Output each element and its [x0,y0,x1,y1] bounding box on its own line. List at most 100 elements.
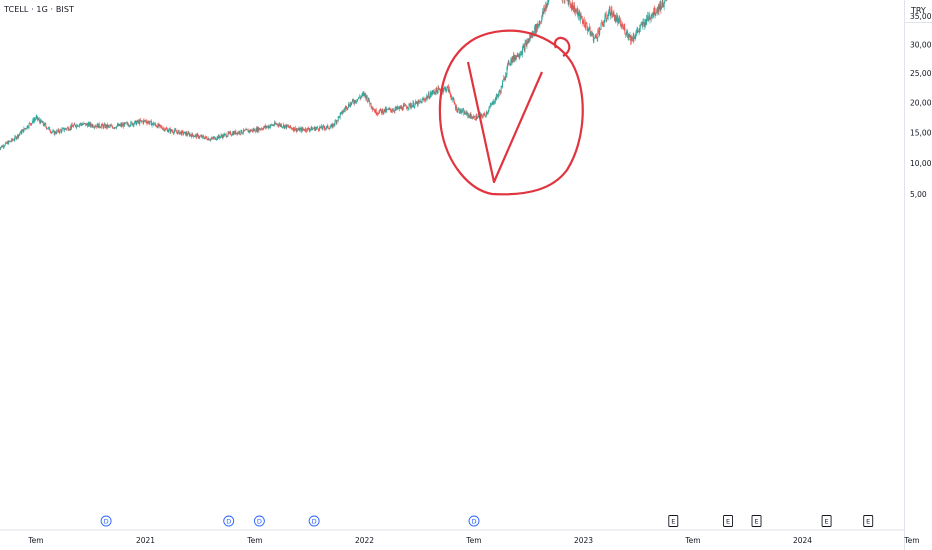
candle-body [600,22,602,30]
candle-body [232,132,234,135]
candle-body [347,107,349,109]
candle-body [397,106,398,109]
candle-body [339,113,341,118]
candle-body [654,7,655,15]
candle-body [663,4,664,8]
candle-body [607,18,608,20]
earnings-marker[interactable] [751,515,762,527]
candle-body [250,130,252,132]
candle-body [83,123,85,124]
candle-body [222,134,224,138]
candle-body [120,124,121,126]
candle-body [259,129,261,130]
candle-body [263,127,264,130]
candle-body [540,21,542,23]
candle-body [102,125,104,128]
candle-body [433,91,435,93]
candle-body [421,99,423,104]
candle-body [96,125,98,128]
candle-body [310,128,311,130]
event-marker-label: E [671,517,675,525]
price-axis-divider [904,0,905,550]
candle-body [109,125,111,127]
candle-body [450,94,452,98]
candle-body [171,130,173,132]
candle-body [16,134,18,138]
candle-body [460,108,462,114]
currency-label[interactable]: TRY [911,6,926,15]
candle-body [547,0,549,5]
candle-body [568,0,570,5]
earnings-marker[interactable] [668,515,679,527]
candle-body [462,110,463,112]
candle-body [502,81,503,88]
candle-body [253,129,255,131]
candle-body [398,106,400,109]
dividend-marker[interactable] [468,515,480,527]
candle-body [578,12,580,13]
candle-body [35,118,36,120]
candle-body [73,123,75,126]
candle-body [68,129,70,131]
candle-body [132,123,134,126]
candle-body [468,114,470,116]
dividend-marker[interactable] [308,515,320,527]
dividend-marker[interactable] [223,515,235,527]
candle-body [357,98,359,100]
candle-body [575,9,577,11]
candle-body [199,136,201,138]
candle-body [101,123,103,126]
candle-body [58,129,60,132]
candle-body [210,138,212,140]
candle-body [293,127,295,131]
candle-body [225,134,226,135]
candle-body [85,123,87,126]
earnings-marker[interactable] [821,515,832,527]
candle-body [391,110,393,112]
candle-body [644,19,646,27]
candle-body [5,142,7,144]
candle-body [437,87,439,94]
candle-body [98,123,100,128]
candle-body [49,130,51,132]
candle-body [304,128,306,131]
candle-body [458,108,460,113]
candle-body [261,128,263,130]
dividend-marker[interactable] [100,515,112,527]
candle-body [399,106,401,109]
candle-body [583,20,585,26]
candle-body [66,128,68,130]
candle-body [546,2,548,9]
candle-body [338,116,340,117]
candle-body [119,125,121,126]
candle-body [131,121,132,123]
candle-body [295,127,297,132]
candle-body [410,105,412,108]
candle-body [380,108,382,111]
candle-body [409,103,411,105]
candle-body [138,121,139,123]
candle-body [635,32,637,34]
earnings-marker[interactable] [723,515,733,527]
candle-body [84,123,86,124]
candle-body [512,54,514,61]
candle-body [476,115,478,119]
candle-body [176,132,178,134]
symbol-title[interactable]: TCELL · 1G · BIST [4,5,75,14]
candle-body [8,140,10,142]
candle-body [284,124,286,126]
candle-body [429,97,431,99]
candle-body [7,142,9,145]
candle-body [508,61,510,65]
candle-body [404,104,406,106]
candle-body [386,108,388,110]
candle-body [18,134,20,135]
candle-body [2,145,4,148]
dividend-marker[interactable] [253,515,265,527]
candle-body [415,101,416,104]
candle-body [362,93,364,95]
candle-body [150,120,152,126]
candle-body [69,129,71,130]
earnings-marker[interactable] [863,515,874,527]
